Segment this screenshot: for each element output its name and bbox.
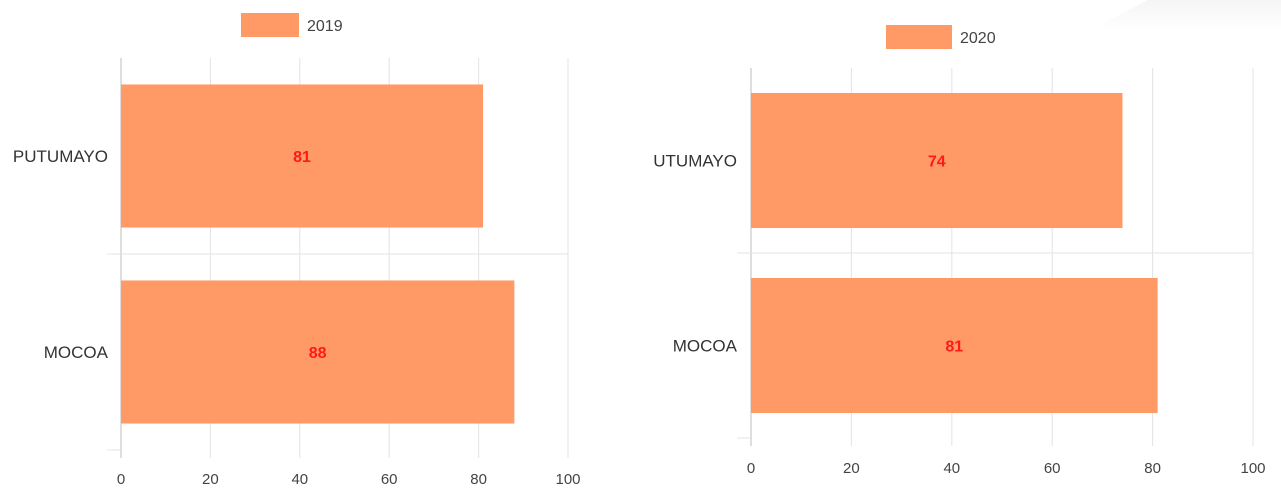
chart-2020-svg: 0 20 40 60 80 100 2020 UTUMAYO 74 MOCOA 81 bbox=[630, 0, 1281, 490]
legend-label: 2020 bbox=[960, 30, 996, 47]
category-label: PUTUMAYO bbox=[13, 147, 108, 166]
legend-swatch bbox=[886, 25, 952, 49]
data-label: 81 bbox=[293, 149, 311, 166]
data-label: 81 bbox=[945, 339, 963, 356]
x-tick-label: 20 bbox=[202, 471, 219, 488]
x-tick-label: 0 bbox=[117, 471, 125, 488]
x-tick-label: 40 bbox=[943, 460, 960, 477]
chart-2019-svg: 0 20 40 60 80 100 2019 PUTUMAYO 81 MOCOA 88 bbox=[0, 0, 600, 490]
legend-label: 2019 bbox=[307, 18, 343, 35]
x-tick-label: 100 bbox=[555, 471, 580, 488]
category-label: UTUMAYO bbox=[653, 152, 737, 171]
category-label: MOCOA bbox=[44, 343, 109, 362]
x-tick-label: 40 bbox=[291, 471, 308, 488]
x-tick-label: 20 bbox=[843, 460, 860, 477]
chart-2020: 0 20 40 60 80 100 2020 UTUMAYO 74 MOCOA 81 bbox=[630, 0, 1281, 490]
chart-2019: 0 20 40 60 80 100 2019 PUTUMAYO 81 MOCOA 88 bbox=[0, 0, 600, 490]
x-tick-label: 80 bbox=[1144, 460, 1161, 477]
x-tick-label: 60 bbox=[1044, 460, 1061, 477]
data-label: 88 bbox=[309, 345, 327, 362]
x-tick-label: 60 bbox=[381, 471, 398, 488]
legend-swatch bbox=[241, 13, 299, 37]
x-tick-label: 100 bbox=[1240, 460, 1265, 477]
x-tick-label: 80 bbox=[470, 471, 487, 488]
data-label: 74 bbox=[928, 154, 946, 171]
category-label: MOCOA bbox=[673, 337, 738, 356]
x-tick-label: 0 bbox=[747, 460, 755, 477]
